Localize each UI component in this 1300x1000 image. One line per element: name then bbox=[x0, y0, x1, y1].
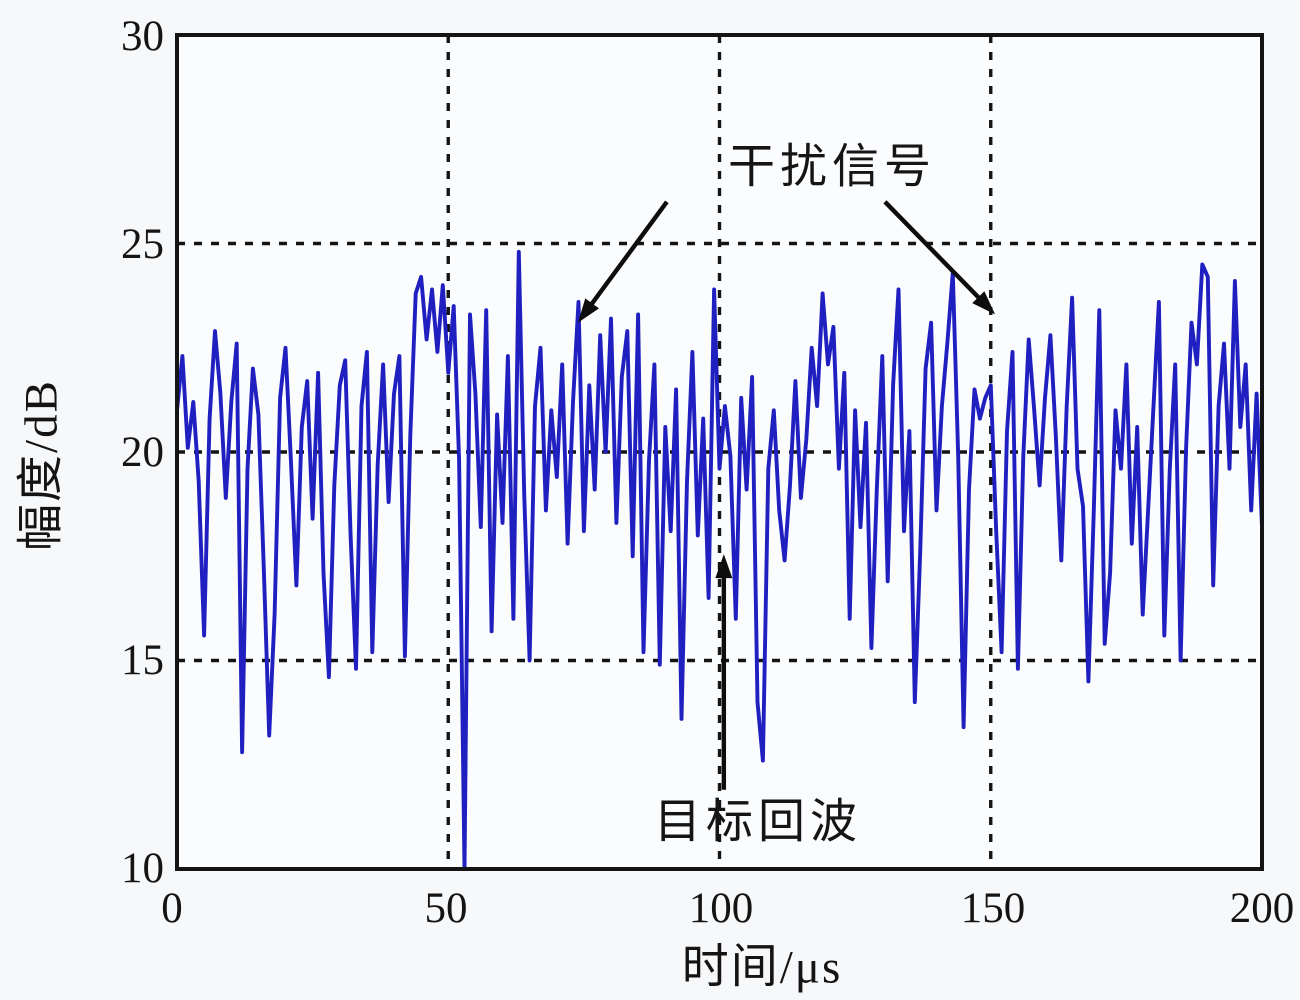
y-tick-label-15: 15 bbox=[121, 637, 164, 684]
y-axis-title: 幅度/dB bbox=[15, 379, 68, 551]
x-tick-label-50: 50 bbox=[424, 885, 468, 932]
x-tick-label-150: 150 bbox=[960, 885, 1026, 932]
y-tick-label-10: 10 bbox=[121, 845, 164, 892]
y-tick-label-20: 20 bbox=[121, 429, 164, 476]
x-tick-label-200: 200 bbox=[1229, 885, 1295, 932]
annotation-target-echo: 目标回波 bbox=[654, 796, 862, 849]
x-tick-label-100: 100 bbox=[688, 885, 754, 932]
x-axis-title: 时间/μs bbox=[681, 941, 843, 994]
annotation-interference-signal: 干扰信号 bbox=[728, 141, 936, 194]
y-tick-label-30: 30 bbox=[121, 13, 164, 60]
x-tick-label-0: 0 bbox=[161, 885, 183, 932]
y-tick-label-25: 25 bbox=[121, 221, 164, 268]
